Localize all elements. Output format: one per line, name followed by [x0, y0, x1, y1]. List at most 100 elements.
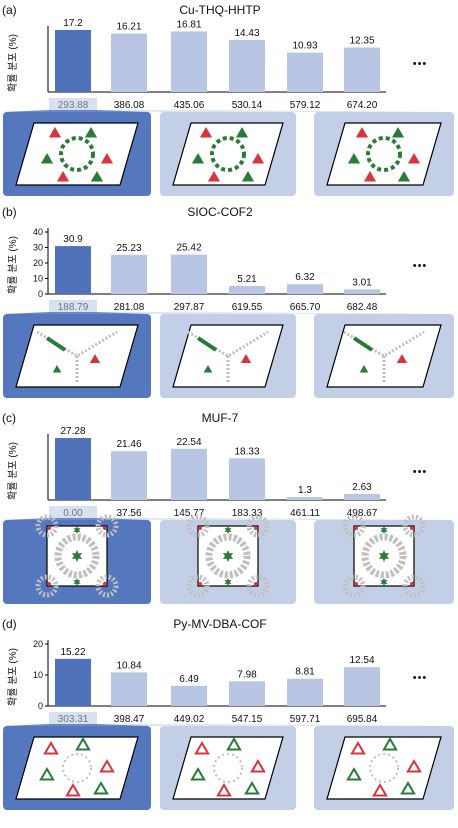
molecule-node — [407, 153, 421, 164]
chart-panel: (c)MUF-7확률 분포 (%)27.280.0021.4637.5622.5… — [2, 411, 454, 604]
bar — [229, 39, 265, 92]
pore-ring — [366, 136, 402, 172]
linker-star — [224, 526, 232, 534]
bar-value-label: 21.46 — [116, 439, 141, 450]
y-tick-label: 20 — [33, 639, 43, 649]
x-tick-label: 435.06 — [174, 100, 205, 111]
metal-node — [254, 526, 258, 530]
bar — [287, 284, 323, 294]
molecule-node — [56, 171, 70, 182]
panel-label: (d) — [2, 617, 17, 631]
structure-illustration — [326, 736, 442, 800]
x-tick-label: 619.55 — [232, 302, 263, 313]
linker-star — [71, 550, 83, 562]
bar-value-label: 22.54 — [176, 437, 201, 448]
metal-node — [254, 582, 258, 586]
metal-node — [47, 582, 51, 586]
bar-value-label: 7.98 — [237, 669, 257, 680]
x-tick-label: 386.08 — [114, 100, 145, 111]
ellipsis-marker: ••• — [413, 466, 428, 478]
molecule-node — [372, 783, 388, 797]
structure-illustration — [186, 514, 270, 598]
structure-illustration — [172, 122, 284, 186]
linker-star — [224, 578, 232, 586]
category-highlight — [49, 98, 97, 111]
molecule-node — [244, 781, 260, 795]
framework-ring — [205, 533, 251, 579]
category-highlight — [49, 300, 97, 313]
green-node — [52, 365, 62, 373]
bar — [287, 678, 323, 706]
y-axis-label: 확률 분포 (%) — [7, 442, 19, 500]
unit-cell-frame — [326, 736, 442, 800]
connector-wedge — [165, 312, 454, 314]
bar — [229, 681, 265, 706]
framework-node — [342, 574, 366, 598]
linker-star — [73, 578, 81, 586]
bar-value-label: 12.35 — [349, 35, 374, 46]
y-tick-label: 0 — [38, 289, 43, 299]
metal-node — [410, 526, 414, 530]
metal-node — [410, 582, 414, 586]
x-tick-label: 145.77 — [174, 508, 205, 519]
framework-ring — [361, 533, 407, 579]
connector-wedge — [165, 724, 454, 726]
bar-value-label: 6.49 — [179, 674, 199, 685]
bar-value-label: 3.01 — [352, 277, 372, 288]
bar-value-label: 1.3 — [298, 485, 312, 496]
framework-node — [246, 574, 270, 598]
x-tick-label: 461.11 — [290, 508, 320, 519]
structure-illustration — [172, 736, 284, 800]
metal-node — [354, 526, 358, 530]
connector-wedge — [3, 724, 151, 726]
unit-cell-frame — [172, 122, 284, 186]
x-tick-label: 665.70 — [290, 302, 321, 313]
framework-node — [342, 514, 366, 538]
red-node — [89, 354, 101, 363]
molecule-node — [190, 767, 206, 781]
category-highlight — [49, 506, 97, 519]
linker-star — [73, 526, 81, 534]
framework-chain — [36, 330, 118, 384]
panel-label: (a) — [2, 3, 17, 17]
molecule-node — [39, 767, 55, 781]
bar-value-label: 16.21 — [116, 22, 141, 33]
red-node — [396, 354, 408, 363]
pore-ring — [59, 136, 95, 172]
metal-node — [103, 582, 107, 586]
molecule-node — [350, 741, 366, 755]
molecule-node — [99, 759, 115, 773]
x-tick-label: 37.56 — [116, 508, 141, 519]
bar — [171, 685, 207, 706]
x-tick-label: 183.33 — [232, 508, 263, 519]
x-tick-label: 281.08 — [114, 302, 145, 313]
molecule-node — [235, 127, 249, 138]
metal-node — [198, 582, 202, 586]
bar — [344, 494, 380, 500]
bar-value-label: 15.22 — [60, 647, 85, 658]
unit-cell-frame — [15, 736, 139, 800]
bar — [111, 451, 147, 500]
molecule-node — [199, 127, 213, 138]
molecule-node — [93, 781, 109, 795]
bar-value-label: 25.23 — [116, 243, 141, 254]
y-tick-label: 30 — [33, 243, 43, 253]
ellipsis-marker: ••• — [413, 58, 428, 70]
framework-node — [95, 574, 119, 598]
bar-value-label: 12.54 — [349, 655, 374, 666]
molecule-node — [397, 171, 411, 182]
molecule-node — [65, 783, 81, 797]
panel-label: (c) — [2, 411, 16, 425]
x-tick-label: 530.14 — [232, 100, 263, 111]
green-linker — [196, 336, 218, 352]
molecule-node — [241, 171, 255, 182]
unit-cell-frame — [15, 122, 139, 186]
bar — [111, 254, 147, 294]
framework-node — [35, 574, 59, 598]
connector-wedge — [165, 518, 454, 520]
molecule-node — [207, 171, 221, 182]
x-tick-label: 547.15 — [232, 714, 263, 725]
x-tick-label: 695.84 — [347, 714, 378, 725]
x-tick-label: 398.47 — [114, 714, 145, 725]
pore-ring — [210, 136, 246, 172]
